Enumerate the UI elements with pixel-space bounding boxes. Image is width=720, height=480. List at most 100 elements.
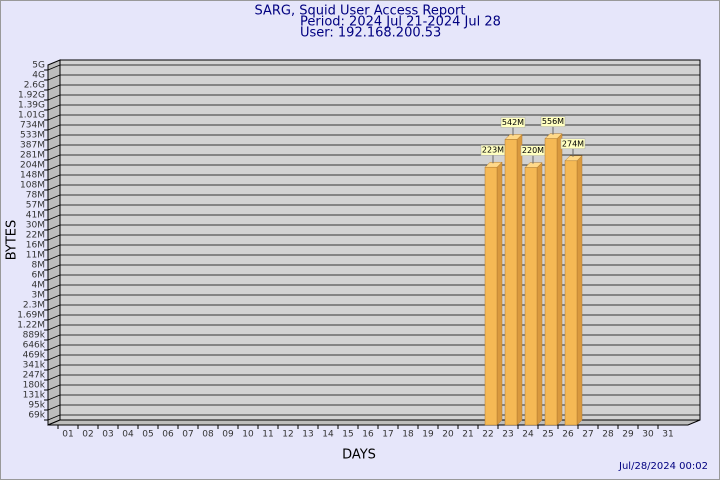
y-tick-label: 281M <box>20 151 45 161</box>
grid-line-side <box>47 354 61 361</box>
value-label-box <box>560 138 586 150</box>
grid-line-side <box>47 404 61 411</box>
value-label: 223M <box>482 146 504 155</box>
x-tick-label: 20 <box>442 430 454 440</box>
y-tick-label: 2.6G <box>24 81 45 91</box>
left-wall <box>47 59 61 426</box>
y-tick-label: 1.92G <box>18 91 45 101</box>
bar <box>564 160 578 426</box>
grid-line-side <box>47 274 61 281</box>
x-tick-label: 19 <box>422 430 434 440</box>
y-tick-label: 69k <box>28 411 45 421</box>
value-label: 556M <box>542 117 564 126</box>
y-tick-label: 131k <box>23 391 46 401</box>
grid-line-side <box>47 284 61 291</box>
x-tick-label: 09 <box>222 430 234 440</box>
grid-line-side <box>47 174 61 181</box>
bar <box>484 166 498 426</box>
grid-line-side <box>47 114 61 121</box>
grid-line-side <box>47 204 61 211</box>
y-tick-label: 1.01G <box>18 111 45 121</box>
y-tick-label: 78M <box>26 191 45 201</box>
x-tick-label: 11 <box>262 430 273 440</box>
y-tick-label: 57M <box>26 201 45 211</box>
grid-line-side <box>47 364 61 371</box>
x-tick-label: 02 <box>82 430 93 440</box>
y-tick-label: 204M <box>20 161 45 171</box>
y-axis-label: BYTES <box>5 220 20 261</box>
chart-title: SARG, Squid User Access Report <box>255 4 466 19</box>
user: User: 192.168.200.53 <box>300 26 441 41</box>
value-label: 274M <box>562 139 584 148</box>
grid-line-side <box>47 244 61 251</box>
y-tick-label: 5G <box>32 61 45 71</box>
value-label: 220M <box>522 146 544 155</box>
y-tick-label: 247k <box>23 371 46 381</box>
x-tick-label: 25 <box>542 430 553 440</box>
grid-line-side <box>47 264 61 271</box>
y-tick-label: 6M <box>32 271 46 281</box>
floor <box>47 419 701 426</box>
y-tick-label: 11M <box>26 251 45 261</box>
y-tick-label: 387M <box>20 141 45 151</box>
grid-line-side <box>47 194 61 201</box>
grid-line-side <box>47 254 61 261</box>
x-tick-label: 12 <box>282 430 293 440</box>
bar <box>544 138 558 426</box>
x-tick-label: 18 <box>402 430 414 440</box>
y-tick-label: 41M <box>26 211 45 221</box>
bar-side <box>496 161 503 426</box>
x-tick-label: 03 <box>102 430 113 440</box>
y-tick-label: 95k <box>28 401 45 411</box>
x-tick-label: 21 <box>462 430 473 440</box>
bar-side <box>516 133 523 426</box>
y-tick-label: 341k <box>23 361 46 371</box>
x-tick-label: 14 <box>322 430 334 440</box>
grid-line-side <box>47 304 61 311</box>
x-tick-label: 08 <box>202 430 214 440</box>
value-label-box <box>540 116 566 127</box>
back-plane <box>59 59 701 421</box>
grid-line-side <box>47 124 61 131</box>
grid-line-side <box>47 344 61 351</box>
x-tick-label: 29 <box>622 430 634 440</box>
x-tick-label: 26 <box>562 430 574 440</box>
x-tick-label: 28 <box>602 430 614 440</box>
x-tick-label: 13 <box>302 430 313 440</box>
bar <box>524 167 538 426</box>
y-tick-label: 16M <box>26 241 45 251</box>
x-tick-label: 27 <box>582 430 593 440</box>
grid-line-side <box>47 414 61 421</box>
bar-side <box>556 133 563 426</box>
y-tick-label: 469k <box>23 351 46 361</box>
grid-line-side <box>47 294 61 301</box>
footer-date: Jul/28/2024 00:02 <box>618 461 708 472</box>
y-tick-label: 180k <box>23 381 46 391</box>
y-tick-label: 148M <box>20 171 45 181</box>
y-tick-label: 1.69M <box>17 311 45 321</box>
x-tick-label: 24 <box>522 430 534 440</box>
grid-line-side <box>47 164 61 171</box>
bar-side <box>536 162 543 426</box>
grid-line-side <box>47 334 61 341</box>
x-tick-label: 30 <box>642 430 654 440</box>
y-tick-label: 646k <box>23 341 46 351</box>
x-tick-label: 06 <box>162 430 174 440</box>
y-tick-label: 533M <box>20 131 45 141</box>
x-tick-label: 17 <box>382 430 393 440</box>
value-label: 542M <box>502 118 524 127</box>
grid-line-side <box>47 74 61 81</box>
grid-line-side <box>47 64 61 71</box>
x-tick-label: 23 <box>502 430 513 440</box>
x-tick-label: 16 <box>362 430 374 440</box>
x-tick-label: 01 <box>62 430 73 440</box>
x-tick-label: 10 <box>242 430 254 440</box>
grid-line-side <box>47 224 61 231</box>
x-tick-label: 22 <box>482 430 493 440</box>
y-tick-label: 1.39G <box>18 101 45 111</box>
x-tick-label: 05 <box>142 430 153 440</box>
grid-line-side <box>47 144 61 151</box>
grid-line-side <box>47 324 61 331</box>
y-tick-label: 1.22M <box>17 321 45 331</box>
